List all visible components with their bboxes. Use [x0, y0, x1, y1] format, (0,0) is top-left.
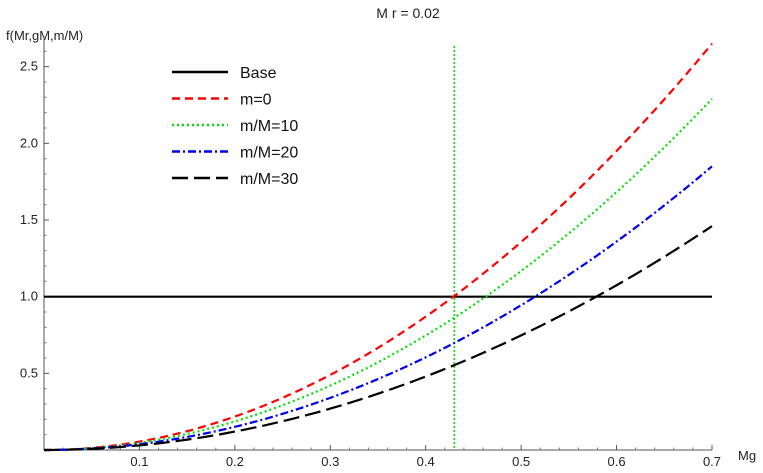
legend-label: m/M=20: [240, 145, 298, 162]
y-ticks: 0.5 1.0 1.5 2.0 2.5: [20, 50, 49, 436]
y-tick-label: 0.5: [20, 365, 38, 380]
y-tick-label: 1.5: [20, 212, 38, 227]
y-tick-label: 2.5: [20, 59, 38, 74]
legend-label: m/M=10: [240, 118, 298, 135]
legend: Base m=0 m/M=10 m/M=20 m/M=30: [172, 65, 298, 188]
series-line-m-0: [43, 42, 713, 452]
x-axis-label: Mg: [738, 448, 756, 463]
series-line-m-m-10: [43, 98, 713, 452]
series-group: [43, 42, 713, 452]
y-axis-label: f(Mr,gM,m/M): [6, 28, 83, 43]
series-line-m-m-30: [43, 225, 713, 452]
x-tick-label: 0.3: [321, 454, 339, 469]
chart-title: M r = 0.02: [376, 5, 440, 21]
x-ticks: 0.1 0.2 0.3 0.4 0.5 0.6 0.7: [62, 445, 721, 469]
series-line-m-m-20: [43, 165, 713, 452]
x-tick-label: 0.7: [703, 454, 721, 469]
x-tick-label: 0.5: [512, 454, 530, 469]
x-tick-label: 0.1: [130, 454, 148, 469]
x-tick-label: 0.6: [608, 454, 626, 469]
legend-label: m=0: [240, 92, 272, 109]
legend-label: Base: [240, 65, 277, 82]
x-tick-label: 0.2: [226, 454, 244, 469]
x-tick-label: 0.4: [417, 454, 435, 469]
legend-label: m/M=30: [240, 171, 298, 188]
y-tick-label: 1.0: [20, 289, 38, 304]
y-tick-label: 2.0: [20, 135, 38, 150]
